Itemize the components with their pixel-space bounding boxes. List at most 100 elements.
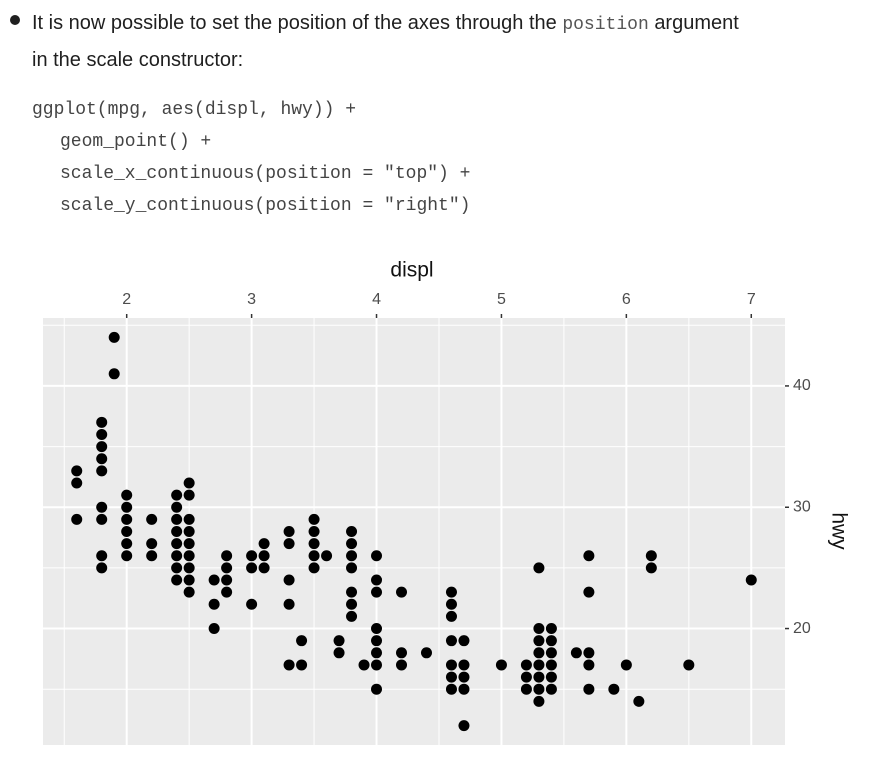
point bbox=[321, 550, 333, 562]
point bbox=[246, 598, 258, 610]
point bbox=[458, 635, 470, 647]
point bbox=[346, 538, 358, 550]
point bbox=[520, 683, 532, 695]
point bbox=[283, 659, 295, 671]
point bbox=[96, 416, 108, 428]
point bbox=[583, 683, 595, 695]
point bbox=[445, 586, 457, 598]
code-line: scale_y_continuous(position = "right") bbox=[60, 196, 471, 216]
point bbox=[183, 550, 195, 562]
code-block: ggplot(mpg, aes(displ, hwy)) + geom_point… bbox=[32, 94, 470, 222]
text: It is now possible to set the position o… bbox=[32, 12, 557, 34]
point bbox=[458, 671, 470, 683]
point bbox=[96, 550, 108, 562]
point bbox=[96, 501, 108, 513]
point bbox=[121, 501, 133, 513]
point bbox=[221, 586, 233, 598]
point bbox=[258, 538, 270, 550]
point bbox=[71, 513, 83, 525]
point bbox=[645, 562, 657, 574]
point bbox=[283, 574, 295, 586]
point bbox=[183, 526, 195, 537]
point bbox=[520, 659, 532, 671]
y-axis-title: hwy bbox=[827, 512, 850, 550]
panel bbox=[43, 318, 785, 745]
point bbox=[108, 331, 120, 343]
point bbox=[283, 538, 295, 550]
point bbox=[371, 647, 383, 659]
point bbox=[458, 720, 470, 732]
point bbox=[96, 453, 108, 465]
point bbox=[308, 562, 320, 574]
x-tick-label: 4 bbox=[372, 291, 381, 308]
point bbox=[171, 574, 183, 586]
point bbox=[171, 538, 183, 550]
point bbox=[445, 659, 457, 671]
point bbox=[308, 526, 320, 537]
point bbox=[445, 610, 457, 622]
point bbox=[96, 441, 108, 453]
point bbox=[171, 562, 183, 574]
point bbox=[221, 574, 233, 586]
point bbox=[333, 635, 345, 647]
point bbox=[96, 513, 108, 525]
point bbox=[96, 562, 108, 574]
point bbox=[283, 598, 295, 610]
point bbox=[108, 368, 120, 380]
point bbox=[208, 623, 220, 635]
point bbox=[221, 562, 233, 574]
point bbox=[121, 526, 133, 537]
x-tick-label: 6 bbox=[622, 291, 631, 308]
x-tick-label: 7 bbox=[747, 291, 756, 308]
y-tick-label: 30 bbox=[793, 498, 811, 515]
point bbox=[146, 513, 158, 525]
point bbox=[346, 610, 358, 622]
point bbox=[570, 647, 582, 659]
point bbox=[533, 562, 545, 574]
point bbox=[445, 635, 457, 647]
point bbox=[633, 695, 645, 707]
point bbox=[371, 623, 383, 635]
x-axis-title: displ bbox=[390, 259, 433, 282]
point bbox=[296, 659, 308, 671]
point bbox=[71, 465, 83, 477]
point bbox=[533, 623, 545, 635]
point bbox=[346, 562, 358, 574]
point bbox=[346, 586, 358, 598]
point bbox=[583, 550, 595, 562]
point bbox=[221, 550, 233, 562]
point bbox=[308, 550, 320, 562]
point bbox=[146, 550, 158, 562]
point bbox=[396, 647, 408, 659]
point bbox=[396, 659, 408, 671]
point bbox=[171, 526, 183, 537]
point bbox=[445, 598, 457, 610]
point bbox=[283, 526, 295, 537]
point bbox=[183, 538, 195, 550]
point bbox=[208, 574, 220, 586]
point bbox=[246, 562, 258, 574]
point bbox=[495, 659, 507, 671]
point bbox=[183, 586, 195, 598]
point bbox=[258, 550, 270, 562]
point bbox=[183, 562, 195, 574]
y-tick-label: 20 bbox=[793, 620, 811, 637]
point bbox=[420, 647, 432, 659]
point bbox=[371, 683, 383, 695]
point bbox=[171, 501, 183, 513]
code-line: scale_x_continuous(position = "top") + bbox=[60, 164, 471, 184]
point bbox=[645, 550, 657, 562]
x-tick-label: 2 bbox=[122, 291, 131, 308]
point bbox=[346, 526, 358, 537]
point bbox=[121, 489, 133, 501]
point bbox=[545, 635, 557, 647]
point bbox=[583, 586, 595, 598]
point bbox=[183, 574, 195, 586]
point bbox=[371, 659, 383, 671]
point bbox=[458, 659, 470, 671]
x-tick-label: 5 bbox=[497, 291, 506, 308]
point bbox=[121, 550, 133, 562]
point bbox=[533, 659, 545, 671]
point bbox=[183, 477, 195, 489]
x-tick-label: 3 bbox=[247, 291, 256, 308]
